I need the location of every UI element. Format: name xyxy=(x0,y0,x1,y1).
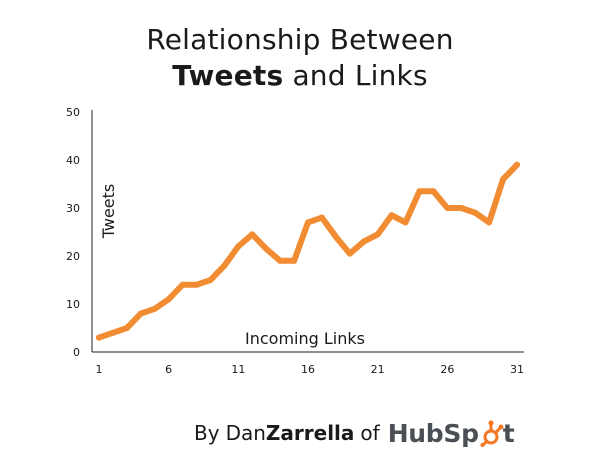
title-bold-word: Tweets xyxy=(172,59,284,92)
data-point xyxy=(374,231,381,238)
hubspot-logo: HubSp t xyxy=(388,419,515,448)
data-point xyxy=(221,262,228,269)
data-point xyxy=(402,219,409,226)
data-point xyxy=(305,219,311,226)
data-point xyxy=(472,209,479,216)
data-point xyxy=(360,238,367,245)
brand-text-b: t xyxy=(502,418,515,448)
x-tick-label: 1 xyxy=(96,363,103,376)
brand-text-a: HubSp xyxy=(387,418,479,448)
data-points xyxy=(96,161,520,341)
data-point xyxy=(151,305,158,312)
x-axis-label: Incoming Links xyxy=(245,329,365,348)
data-point xyxy=(291,257,298,264)
by-text: By xyxy=(194,421,220,445)
data-point xyxy=(486,219,493,226)
data-point xyxy=(444,205,451,211)
title-line-2: Tweets and Links xyxy=(0,58,600,94)
x-tick-labels: 1 6 11 16 21 26 31 xyxy=(96,363,525,376)
data-point xyxy=(249,231,256,238)
data-point xyxy=(137,310,144,317)
y-tick-labels: 0 10 20 30 40 50 xyxy=(66,106,80,359)
data-point xyxy=(179,281,186,288)
data-point xyxy=(332,233,339,240)
data-point xyxy=(193,281,200,288)
x-tick-label: 11 xyxy=(231,363,245,376)
x-tick-label: 6 xyxy=(165,363,172,376)
x-tick-label: 21 xyxy=(371,363,385,376)
data-point xyxy=(109,329,116,336)
of-text: of xyxy=(360,421,380,445)
hubspot-sprocket-icon xyxy=(480,420,504,447)
title-rest: and Links xyxy=(292,59,428,92)
author-first-name: Dan xyxy=(225,421,266,445)
data-point xyxy=(514,161,520,168)
data-point xyxy=(263,245,270,252)
data-point xyxy=(430,188,437,195)
y-axis-label: Tweets xyxy=(99,184,118,240)
data-point xyxy=(96,334,102,341)
attribution: By Dan Zarrella of HubSp t xyxy=(194,413,515,453)
data-point xyxy=(123,325,130,331)
y-tick-label: 0 xyxy=(73,346,80,359)
tweets-series-line xyxy=(96,161,520,341)
author-last-name: Zarrella xyxy=(265,421,355,445)
x-tick-label: 26 xyxy=(440,363,454,376)
y-tick-label: 40 xyxy=(66,154,80,167)
data-point xyxy=(458,205,465,211)
data-point xyxy=(165,296,172,303)
data-point xyxy=(416,188,423,195)
data-point xyxy=(500,176,507,183)
title-line-1: Relationship Between xyxy=(146,23,454,56)
y-tick-label: 30 xyxy=(66,202,80,215)
chart-title: Relationship Between Tweets and Links xyxy=(0,22,600,94)
x-tick-label: 16 xyxy=(301,363,315,376)
data-point xyxy=(235,243,242,250)
y-tick-label: 10 xyxy=(66,298,80,311)
data-point xyxy=(346,250,353,257)
y-tick-label: 20 xyxy=(66,250,80,263)
data-point xyxy=(318,214,325,221)
data-point xyxy=(388,212,395,219)
data-point xyxy=(277,257,284,264)
data-point xyxy=(207,277,214,283)
x-tick-label: 31 xyxy=(510,363,524,376)
y-tick-label: 50 xyxy=(66,106,80,119)
